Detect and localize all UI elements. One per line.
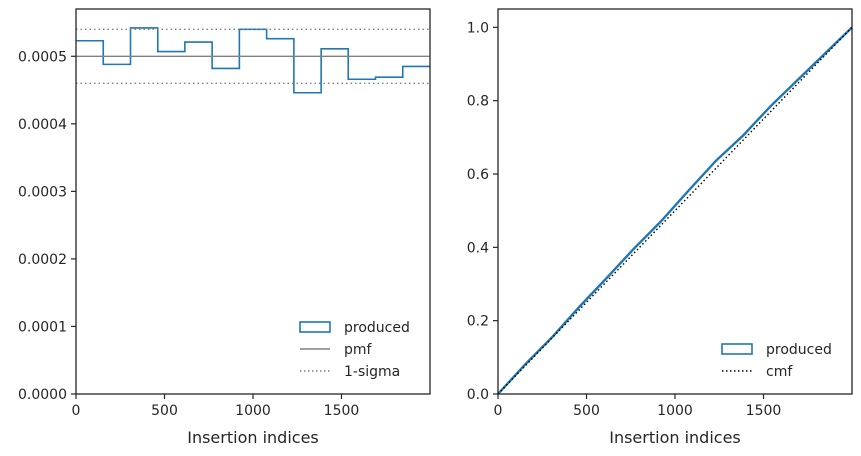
x-tick-label: 0 [72,403,81,419]
legend-label: cmf [766,364,793,380]
x-tick-label: 500 [573,403,600,419]
x-axis-label: Insertion indices [609,428,741,447]
legend-label: produced [344,320,410,336]
y-tick-label: 0.4 [467,240,489,256]
produced-curve [497,26,853,395]
chart-panel-1: 0 500 1000 1500 0.0000 0.0001 0.0002 0.0003 0.00… [18,8,431,447]
legend: produced cmf [721,342,832,380]
plot-frame [497,8,853,395]
x-axis-label: Insertion indices [187,428,319,447]
y-tick-label: 0.0004 [18,117,67,133]
x-tick-label: 1000 [235,403,271,419]
legend-label: 1-sigma [344,364,400,380]
y-tick-label: 0.0003 [18,184,67,200]
y-tick-label: 0.0000 [18,387,67,403]
legend-swatch-produced [299,321,331,333]
legend-label: pmf [344,342,373,358]
y-tick-label: 0.6 [467,167,489,183]
y-tick-label: 1.0 [467,20,489,36]
y-tick-label: 0.0001 [18,319,67,335]
cmf-line [497,26,853,395]
chart-panel-2: 0 500 1000 1500 0.0 0.2 0.4 0.6 0.8 1.0 Insertion … [467,8,853,447]
legend-swatch-produced [721,343,753,355]
y-tick-label: 0.2 [467,314,489,330]
x-tick-label: 1500 [746,403,782,419]
x-tick-label: 1500 [324,403,360,419]
y-tick-label: 0.0002 [18,252,67,268]
legend-label: produced [766,342,832,358]
x-tick-label: 1000 [657,403,693,419]
y-tick-label: 0.0005 [18,49,67,65]
plot-frame [75,8,431,395]
legend: produced pmf 1-sigma [299,320,410,380]
y-tick-label: 0.8 [467,94,489,110]
y-tick-label: 0.0 [467,387,489,403]
x-tick-label: 500 [151,403,178,419]
x-tick-label: 0 [494,403,503,419]
